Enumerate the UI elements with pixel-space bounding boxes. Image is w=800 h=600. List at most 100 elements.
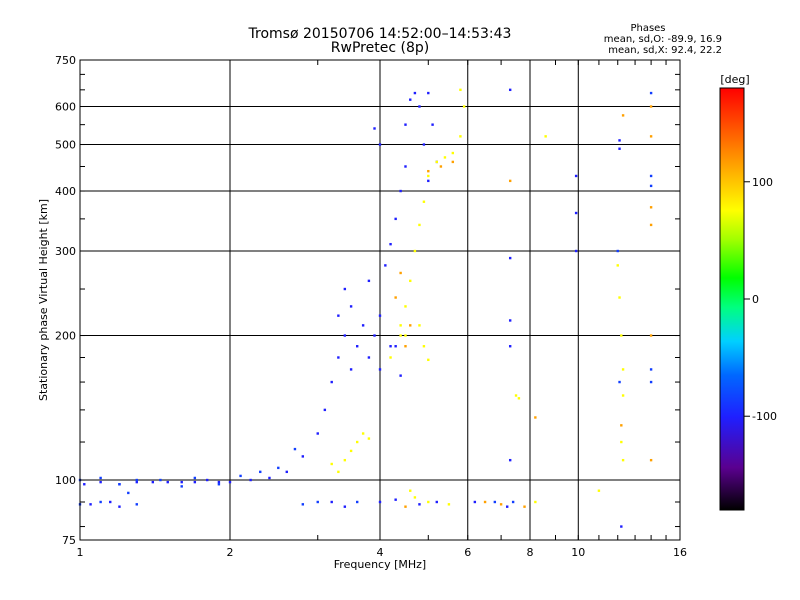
phases-heading: Phases (630, 23, 666, 34)
phases-o-stats: mean, sd,O: -89.9, 16.9 (603, 34, 722, 45)
y-tick-label: 750 (55, 54, 76, 67)
data-point (427, 169, 430, 173)
data-point (649, 368, 653, 371)
data-point (574, 211, 578, 215)
data-point (404, 505, 407, 508)
x-axis-label: Frequency [MHz] (334, 558, 426, 571)
chart-title: Tromsø 20150706 14:52:00–14:53:43 (248, 26, 512, 42)
data-point (418, 223, 421, 227)
y-tick-label: 400 (55, 185, 76, 198)
data-point (422, 143, 426, 146)
data-point (166, 480, 169, 484)
x-tick-label: 4 (377, 546, 384, 559)
data-point (404, 165, 407, 168)
data-point (649, 458, 653, 462)
y-tick-label: 300 (55, 245, 76, 258)
data-point (649, 223, 653, 227)
data-point (508, 319, 512, 322)
data-point (389, 345, 392, 348)
data-point (394, 498, 397, 501)
data-point (109, 500, 112, 504)
colorbar-label: [deg] (720, 73, 749, 86)
data-point (330, 462, 333, 466)
y-tick-label: 200 (55, 330, 76, 343)
data-point (330, 500, 333, 504)
data-point (337, 314, 340, 317)
data-point (409, 489, 412, 492)
data-point (413, 91, 417, 95)
data-point (127, 491, 130, 495)
data-point (447, 503, 451, 506)
data-point (384, 264, 387, 267)
data-point (413, 249, 417, 253)
data-point (443, 156, 447, 159)
data-point (349, 368, 353, 371)
data-point (355, 500, 359, 504)
data-point (301, 503, 305, 506)
data-point (343, 334, 347, 337)
data-point (451, 160, 455, 164)
colorbar-tick-label: 0 (752, 293, 759, 306)
data-point (316, 500, 319, 504)
data-point (378, 143, 382, 146)
data-point (301, 455, 305, 458)
data-point (180, 485, 183, 488)
data-point (517, 397, 521, 400)
data-point (404, 123, 407, 126)
data-point (493, 500, 497, 504)
data-point (621, 114, 625, 117)
data-point (508, 256, 512, 260)
x-tick-label: 10 (571, 546, 585, 559)
data-point (427, 179, 430, 183)
data-point (239, 474, 242, 478)
data-point (159, 478, 162, 482)
data-point (399, 324, 402, 327)
data-point (228, 480, 232, 484)
data-point (618, 139, 621, 142)
data-point (514, 394, 518, 397)
data-point (422, 200, 426, 203)
data-point (523, 505, 526, 508)
data-point (394, 345, 397, 348)
grid-layer (80, 60, 680, 540)
data-point (459, 88, 462, 92)
data-point (193, 476, 197, 480)
data-point (389, 356, 392, 359)
data-point (118, 483, 121, 486)
data-point (399, 334, 402, 337)
data-point (649, 174, 653, 178)
data-point (409, 279, 412, 283)
data-point (597, 489, 601, 492)
data-point (259, 470, 262, 474)
x-tick-label: 8 (527, 546, 534, 559)
data-point (349, 449, 353, 453)
data-point (277, 466, 280, 470)
data-point (378, 500, 382, 504)
data-point (427, 358, 430, 362)
data-point (473, 500, 477, 504)
data-point (618, 147, 621, 150)
data-point (649, 380, 653, 384)
data-point (574, 174, 578, 178)
data-point (316, 432, 319, 435)
data-point (349, 305, 353, 308)
y-tick-label: 75 (62, 534, 76, 547)
data-point (621, 368, 625, 371)
data-point (367, 279, 371, 283)
data-point (389, 242, 392, 246)
data-point (435, 160, 438, 164)
data-point (649, 206, 653, 209)
data-point (618, 380, 621, 384)
data-point (404, 305, 407, 308)
data-point (508, 345, 512, 348)
y-tick-label: 100 (55, 474, 76, 487)
data-point (649, 105, 653, 108)
data-point (373, 127, 376, 130)
x-tick-label: 6 (464, 546, 471, 559)
data-point (343, 505, 347, 508)
y-tick-label: 500 (55, 139, 76, 152)
colorbar-ticks: 100 0 -100 (744, 176, 777, 423)
data-point (618, 296, 621, 299)
